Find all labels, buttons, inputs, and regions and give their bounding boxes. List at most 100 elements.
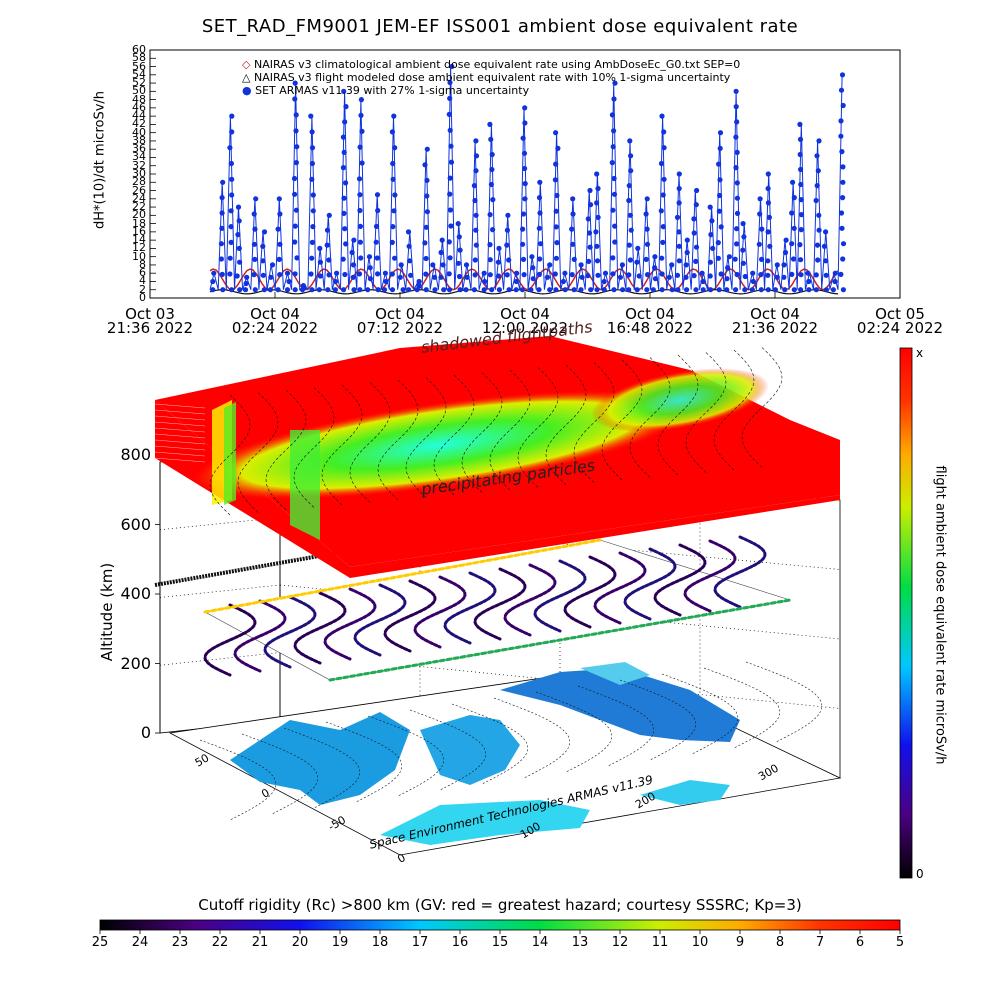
top-x-tick-label: 16:48 2022	[607, 319, 693, 337]
rc-colorbar-title: Cutoff rigidity (Rc) >800 km (GV: red = …	[0, 896, 1000, 914]
armas-point	[637, 273, 642, 278]
armas-point	[740, 248, 745, 253]
rc-tick-label: 20	[292, 935, 309, 950]
armas-point	[293, 287, 298, 292]
armas-point	[798, 152, 803, 157]
armas-point	[456, 261, 461, 266]
armas-point	[620, 262, 625, 267]
armas-point	[317, 287, 322, 292]
armas-point	[341, 196, 346, 201]
armas-point	[742, 287, 747, 292]
armas-point	[407, 244, 412, 249]
armas-point	[831, 287, 836, 292]
armas-point	[838, 272, 843, 277]
armas-point	[390, 287, 395, 292]
armas-point	[343, 180, 348, 185]
armas-point	[743, 274, 748, 279]
armas-point	[294, 208, 299, 213]
armas-point	[570, 272, 575, 277]
armas-point	[408, 273, 413, 278]
armas-point	[293, 128, 298, 133]
armas-point	[521, 136, 526, 141]
armas-point	[725, 265, 730, 270]
rc-tick-label: 24	[132, 935, 149, 950]
armas-point	[684, 262, 689, 267]
armas-point	[458, 287, 463, 292]
armas-point	[309, 287, 314, 292]
armas-point	[586, 216, 591, 221]
armas-point	[588, 287, 593, 292]
armas-point	[482, 279, 487, 284]
armas-point	[268, 275, 273, 280]
armas-point	[375, 208, 380, 213]
armas-point	[553, 271, 558, 276]
armas-point	[595, 273, 600, 278]
armas-point	[814, 198, 819, 203]
armas-point	[220, 180, 225, 185]
armas-point	[237, 260, 242, 265]
armas-point	[293, 224, 298, 229]
armas-point	[406, 287, 411, 292]
armas-point	[368, 265, 373, 270]
armas-point	[570, 196, 575, 201]
armas-point	[399, 262, 404, 267]
armas-point	[693, 259, 698, 264]
armas-point	[448, 128, 453, 133]
armas-point	[488, 137, 493, 142]
armas-point	[520, 242, 525, 247]
armas-point	[554, 193, 559, 198]
dose-colorbar-label: flight ambient dose equivalent rate micr…	[933, 466, 948, 765]
armas-point	[586, 259, 591, 264]
armas-point	[815, 183, 820, 188]
armas-point	[537, 256, 542, 261]
armas-point	[447, 112, 452, 117]
armas-point	[626, 287, 631, 292]
armas-point	[406, 229, 411, 234]
armas-point	[684, 287, 689, 292]
armas-point	[529, 254, 534, 259]
armas-point	[694, 245, 699, 250]
armas-point	[359, 129, 364, 134]
armas-point	[390, 240, 395, 245]
armas-point	[578, 287, 583, 292]
armas-point	[717, 193, 722, 198]
armas-point	[506, 257, 511, 262]
armas-point	[496, 260, 501, 265]
armas-point	[489, 167, 494, 172]
altitude-axis-label: Altitude (km)	[98, 563, 116, 661]
legend-item-climatological: ◇ NAIRAS v3 climatological ambient dose …	[242, 58, 740, 71]
dose-colorbar	[900, 348, 912, 878]
armas-point	[661, 224, 666, 229]
armas-point	[252, 242, 257, 247]
armas-point	[627, 183, 632, 188]
armas-point	[645, 272, 650, 277]
armas-point	[572, 287, 577, 292]
armas-point	[627, 138, 632, 143]
armas-point	[228, 256, 233, 261]
armas-point	[357, 271, 362, 276]
armas-point	[383, 271, 388, 276]
armas-point	[308, 114, 313, 119]
armas-point	[375, 271, 380, 276]
armas-point	[277, 196, 282, 201]
armas-point	[407, 258, 412, 263]
armas-point	[718, 130, 723, 135]
armas-point	[751, 279, 756, 284]
armas-point	[489, 182, 494, 187]
armas-point	[741, 234, 746, 239]
armas-point	[488, 272, 493, 277]
armas-point	[841, 103, 846, 108]
armas-point	[692, 230, 697, 235]
armas-point	[840, 72, 845, 77]
armas-point	[318, 273, 323, 278]
armas-point	[553, 177, 558, 182]
armas-point	[585, 273, 590, 278]
rc-tick-label: 11	[652, 935, 669, 950]
armas-point	[310, 161, 315, 166]
armas-point	[824, 273, 829, 278]
armas-point	[401, 287, 406, 292]
top-x-axis	[150, 292, 900, 298]
armas-point	[505, 228, 510, 233]
rc-tick-label: 15	[492, 935, 509, 950]
armas-point	[659, 161, 664, 166]
